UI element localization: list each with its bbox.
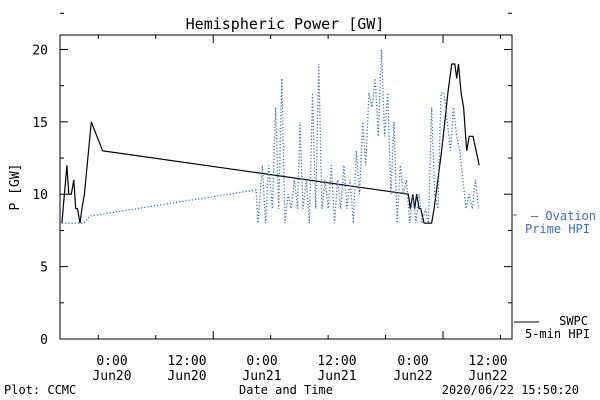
x-axis-label: Date and Time xyxy=(239,383,333,397)
y-axis: 0 5 10 15 20 xyxy=(32,12,512,348)
legend-ovation-line2: Prime HPI xyxy=(525,222,590,236)
y-tick-label: 15 xyxy=(32,116,48,131)
x-tick-date-label: Jun22 xyxy=(468,369,507,384)
x-axis: 0:00Jun2012:00Jun200:00Jun2112:00Jun210:… xyxy=(92,35,508,384)
chart-title: Hemispheric Power [GW] xyxy=(186,15,385,33)
footer-timestamp: 2020/06/22 15:50:20 xyxy=(442,383,579,397)
legend-swpc-line1: SWPC xyxy=(559,314,588,328)
x-tick-time-label: 0:00 xyxy=(397,354,428,369)
ovation-series-line xyxy=(61,49,480,224)
series-layer xyxy=(61,49,480,224)
x-tick-date-label: Jun21 xyxy=(317,369,356,384)
x-tick-time-label: 12:00 xyxy=(167,354,206,369)
y-axis-label: P [GW] xyxy=(8,164,23,211)
y-tick-label: 0 xyxy=(40,333,48,348)
x-tick-time-label: 0:00 xyxy=(246,354,277,369)
swpc-series-line xyxy=(61,63,480,224)
legend-swpc-line2: 5-min HPI xyxy=(525,327,590,341)
legend-ovation-line1: — Ovation xyxy=(531,209,596,223)
x-tick-date-label: Jun20 xyxy=(92,369,131,384)
x-tick-date-label: Jun21 xyxy=(242,369,281,384)
x-tick-date-label: Jun20 xyxy=(167,369,206,384)
plot-area xyxy=(59,34,513,340)
y-tick-label: 5 xyxy=(40,261,48,276)
x-tick-date-label: Jun22 xyxy=(393,369,432,384)
x-tick-time-label: 12:00 xyxy=(317,354,356,369)
x-tick-time-label: 12:00 xyxy=(468,354,507,369)
y-tick-label: 10 xyxy=(32,188,48,203)
footer-plot-credit: Plot: CCMC xyxy=(4,383,76,397)
x-tick-time-label: 0:00 xyxy=(96,354,127,369)
y-tick-label: 20 xyxy=(32,43,48,58)
